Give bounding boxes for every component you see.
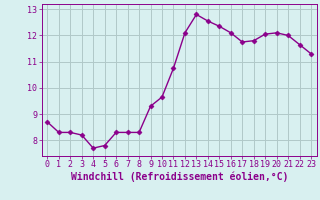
X-axis label: Windchill (Refroidissement éolien,°C): Windchill (Refroidissement éolien,°C) [70,172,288,182]
